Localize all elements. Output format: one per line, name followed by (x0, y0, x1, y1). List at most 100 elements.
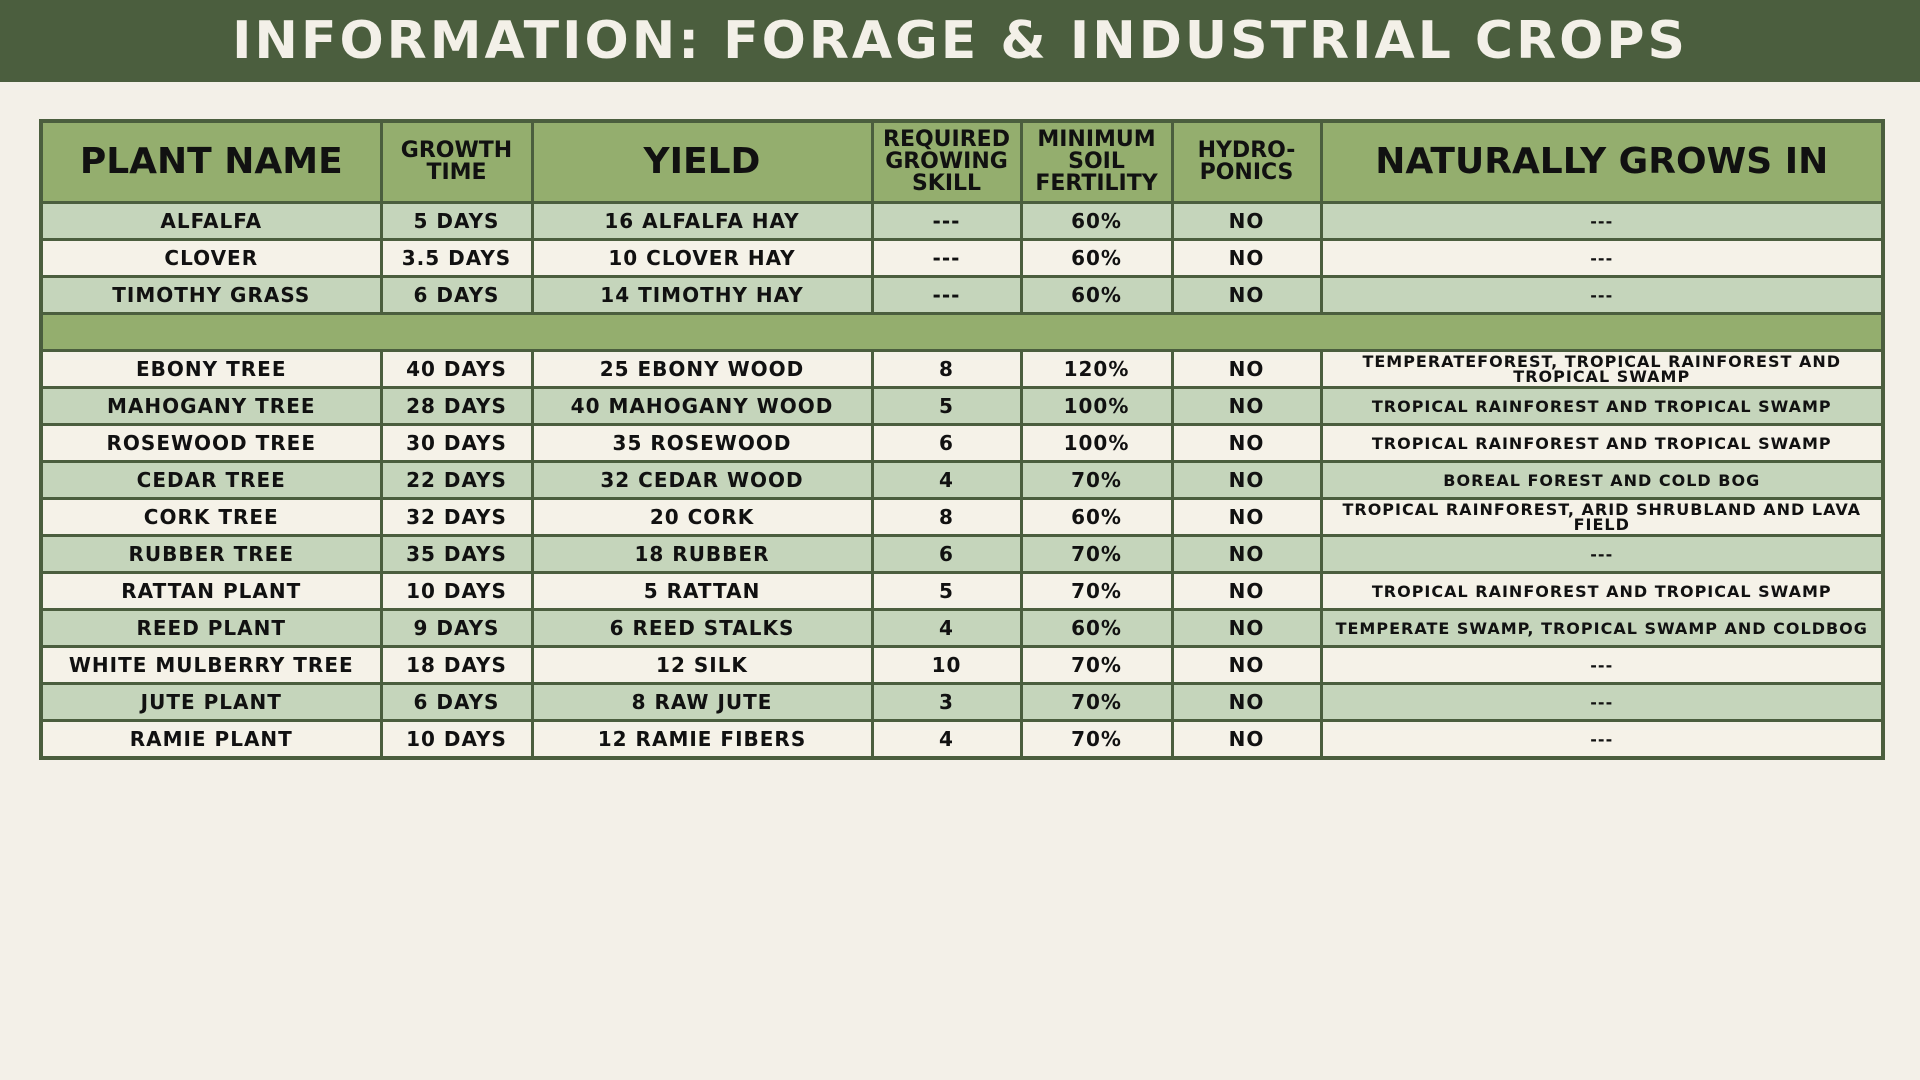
table-cell: 60% (1019, 201, 1174, 241)
table-cell: 6 REED STALKS (530, 608, 874, 648)
table-cell: --- (1319, 534, 1885, 574)
table-cell: NO (1170, 682, 1323, 722)
table-cell: 10 DAYS (379, 719, 534, 760)
table-cell: NO (1170, 201, 1323, 241)
table-cell: 20 CORK (530, 497, 874, 537)
table-cell: 70% (1019, 719, 1174, 760)
table-cell: JUTE PLANT (39, 682, 383, 722)
table-cell: 9 DAYS (379, 608, 534, 648)
column-header: GROWTH TIME (379, 119, 534, 204)
table-cell: NO (1170, 423, 1323, 463)
table-cell: NO (1170, 497, 1323, 537)
table-row: RUBBER TREE 35 DAYS 18 RUBBER 6 70% NO --- (39, 534, 1885, 574)
table-cell: WHITE MULBERRY TREE (39, 645, 383, 685)
table-cell: --- (1319, 238, 1885, 278)
section-separator (39, 312, 1885, 352)
table-cell: MAHOGANY TREE (39, 386, 383, 426)
table-cell: ROSEWOOD TREE (39, 423, 383, 463)
table-cell: 60% (1019, 497, 1174, 537)
table-cell: TEMPERATE SWAMP, TROPICAL SWAMP AND COLD… (1319, 608, 1885, 648)
table-cell: TIMOTHY GRASS (39, 275, 383, 315)
table-cell: 4 (870, 719, 1023, 760)
table-cell: NO (1170, 571, 1323, 611)
crop-table: PLANT NAME GROWTH TIME YIELD REQUIRED GROWI… (39, 119, 1885, 760)
table-cell: 40 DAYS (379, 349, 534, 389)
table-row: CLOVER 3.5 DAYS 10 CLOVER HAY --- 60% NO --- (39, 238, 1885, 278)
header-bar: INFORMATION: FORAGE & INDUSTRIAL CROPS (0, 0, 1920, 82)
table-cell: 32 DAYS (379, 497, 534, 537)
table-cell: CEDAR TREE (39, 460, 383, 500)
table-cell: RUBBER TREE (39, 534, 383, 574)
table-cell: 6 DAYS (379, 682, 534, 722)
table-cell: 6 DAYS (379, 275, 534, 315)
column-header: HYDRO-PONICS (1170, 119, 1323, 204)
table-cell: TROPICAL RAINFOREST AND TROPICAL SWAMP (1319, 386, 1885, 426)
table-cell: 32 CEDAR WOOD (530, 460, 874, 500)
table-row: REED PLANT 9 DAYS 6 REED STALKS 4 60% NO TEMPE… (39, 608, 1885, 648)
table-cell: 100% (1019, 386, 1174, 426)
table-row: TIMOTHY GRASS 6 DAYS 14 TIMOTHY HAY --- 60% N… (39, 275, 1885, 315)
table-row: JUTE PLANT 6 DAYS 8 RAW JUTE 3 70% NO --- (39, 682, 1885, 722)
table-cell: 3.5 DAYS (379, 238, 534, 278)
table-cell: 6 (870, 534, 1023, 574)
table-row: MAHOGANY TREE 28 DAYS 40 MAHOGANY WOOD 5 100… (39, 386, 1885, 426)
table-cell: 8 (870, 497, 1023, 537)
table-cell: EBONY TREE (39, 349, 383, 389)
table-cell: --- (870, 201, 1023, 241)
table-cell: 4 (870, 608, 1023, 648)
table-cell: RATTAN PLANT (39, 571, 383, 611)
table-cell: 18 DAYS (379, 645, 534, 685)
table-cell: 25 EBONY WOOD (530, 349, 874, 389)
table-cell: 16 ALFALFA HAY (530, 201, 874, 241)
table-row: ALFALFA 5 DAYS 16 ALFALFA HAY --- 60% NO --- (39, 201, 1885, 241)
table-row: EBONY TREE 40 DAYS 25 EBONY WOOD 8 120% NO TEM… (39, 349, 1885, 389)
table-cell: 18 RUBBER (530, 534, 874, 574)
table-cell: 8 RAW JUTE (530, 682, 874, 722)
table-cell: NO (1170, 460, 1323, 500)
table-cell: NO (1170, 275, 1323, 315)
table-cell: 22 DAYS (379, 460, 534, 500)
table-cell: BOREAL FOREST AND COLD BOG (1319, 460, 1885, 500)
table-cell: 14 TIMOTHY HAY (530, 275, 874, 315)
column-header: MINIMUM SOIL FERTILITY (1019, 119, 1174, 204)
table-cell: TROPICAL RAINFOREST AND TROPICAL SWAMP (1319, 423, 1885, 463)
table-cell: 60% (1019, 608, 1174, 648)
table-cell: 35 ROSEWOOD (530, 423, 874, 463)
table-cell: NO (1170, 386, 1323, 426)
table-cell: 70% (1019, 571, 1174, 611)
table-cell: 5 (870, 386, 1023, 426)
table-cell: TEMPERATEFOREST, TROPICAL RAINFOREST AND… (1319, 349, 1885, 389)
separator-cell (39, 312, 1885, 352)
table-cell: NO (1170, 608, 1323, 648)
table-cell: 70% (1019, 645, 1174, 685)
table-cell: TROPICAL RAINFOREST, ARID SHRUBLAND AND … (1319, 497, 1885, 537)
table-row: ROSEWOOD TREE 30 DAYS 35 ROSEWOOD 6 100% NO TR… (39, 423, 1885, 463)
column-header: YIELD (530, 119, 874, 204)
table-cell: 70% (1019, 460, 1174, 500)
table-row: RAMIE PLANT 10 DAYS 12 RAMIE FIBERS 4 70% NO -… (39, 719, 1885, 760)
column-header: REQUIRED GROWING SKILL (870, 119, 1023, 204)
column-header: NATURALLY GROWS IN (1319, 119, 1885, 204)
table-cell: --- (1319, 645, 1885, 685)
table-cell: 6 (870, 423, 1023, 463)
table-cell: 35 DAYS (379, 534, 534, 574)
table-cell: RAMIE PLANT (39, 719, 383, 760)
table-cell: 5 RATTAN (530, 571, 874, 611)
table-cell: NO (1170, 719, 1323, 760)
table-row: WHITE MULBERRY TREE 18 DAYS 12 SILK 10 70% NO… (39, 645, 1885, 685)
table-cell: NO (1170, 534, 1323, 574)
table-cell: REED PLANT (39, 608, 383, 648)
table-cell: 100% (1019, 423, 1174, 463)
table-cell: 5 (870, 571, 1023, 611)
table-row: CORK TREE 32 DAYS 20 CORK 8 60% NO TROPICAL RA… (39, 497, 1885, 537)
table-cell: --- (1319, 719, 1885, 760)
table-cell: 70% (1019, 534, 1174, 574)
table-cell: 10 DAYS (379, 571, 534, 611)
table-cell: 28 DAYS (379, 386, 534, 426)
table-cell: 60% (1019, 238, 1174, 278)
table-cell: 5 DAYS (379, 201, 534, 241)
table-cell: --- (870, 238, 1023, 278)
column-header: PLANT NAME (39, 119, 383, 204)
table-row: RATTAN PLANT 10 DAYS 5 RATTAN 5 70% NO TROPICA… (39, 571, 1885, 611)
